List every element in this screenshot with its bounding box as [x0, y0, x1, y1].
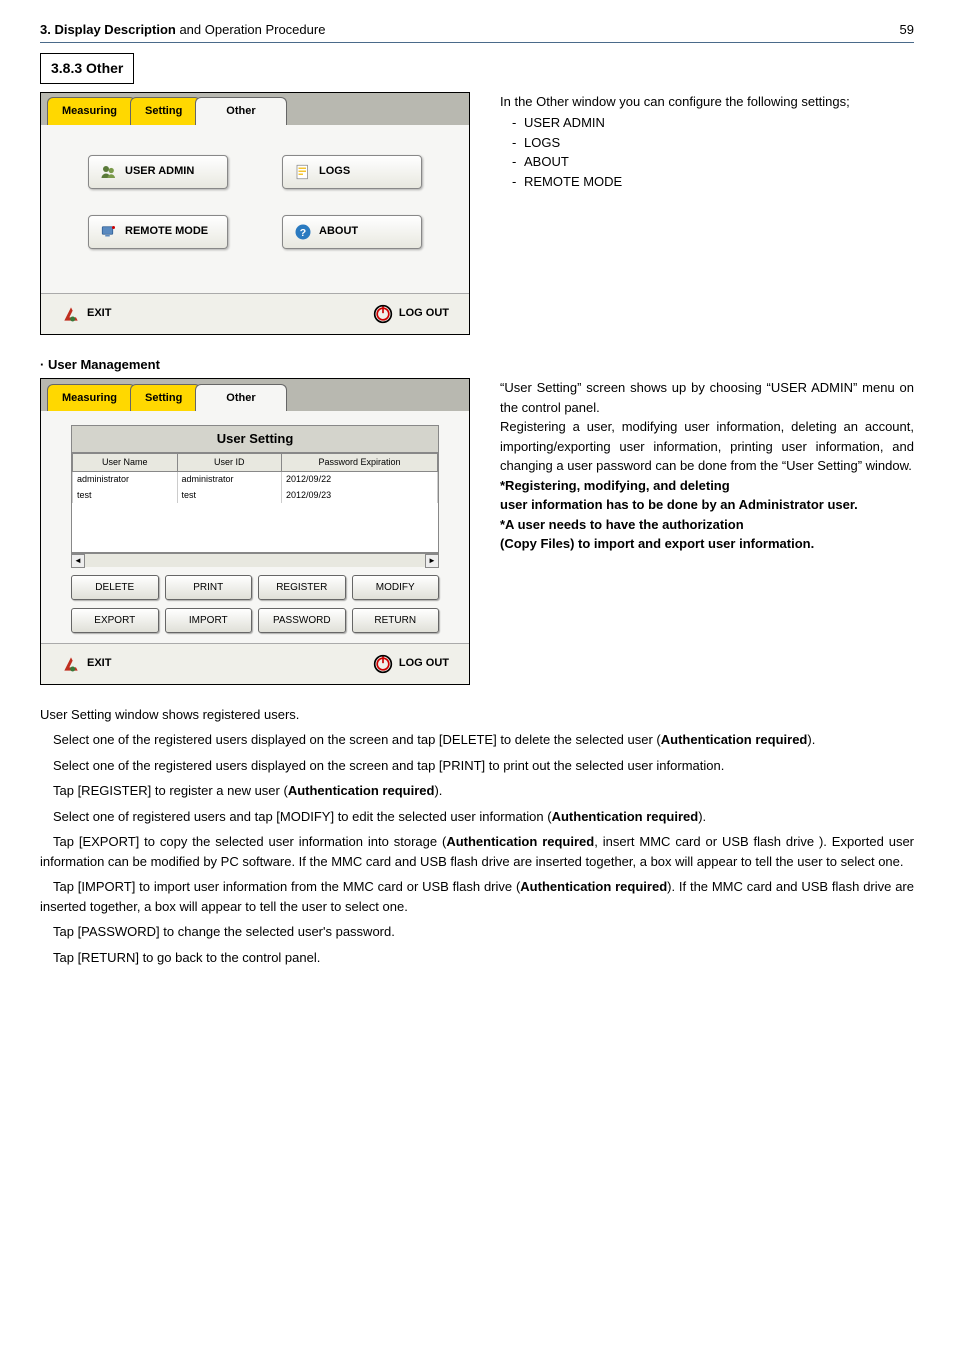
scroll-right-icon[interactable]: ►	[425, 554, 439, 568]
tab-measuring[interactable]: Measuring	[47, 384, 136, 412]
user-table-wrap: User Name User ID Password Expiration ad…	[71, 453, 439, 553]
svg-text:?: ?	[300, 226, 306, 238]
logs-icon	[293, 162, 313, 182]
desc-p2: Registering a user, modifying user infor…	[500, 417, 914, 476]
note-1b: user information has to be done by an Ad…	[500, 495, 914, 515]
tab-other[interactable]: Other	[195, 97, 286, 125]
body-line: Tap [EXPORT] to copy the selected user i…	[40, 832, 914, 871]
tab-setting[interactable]: Setting	[130, 97, 201, 125]
question-icon: ?	[293, 222, 313, 242]
logout-button[interactable]: LOG OUT	[373, 654, 449, 674]
user-setting-title: User Setting	[71, 425, 439, 453]
export-button[interactable]: EXPORT	[71, 608, 159, 633]
user-admin-label: USER ADMIN	[125, 163, 194, 180]
section-label: 3.8.3 Other	[40, 53, 134, 84]
users-icon	[99, 162, 119, 182]
user-admin-button[interactable]: USER ADMIN	[88, 155, 228, 189]
exit-icon	[61, 654, 81, 674]
header-bold: 3. Display Description	[40, 22, 176, 37]
desc-p1: “User Setting” screen shows up by choosi…	[500, 378, 914, 417]
user-setting-panel: Measuring Setting Other User Setting Use…	[40, 378, 470, 685]
logout-label: LOG OUT	[399, 655, 449, 672]
user-table: User Name User ID Password Expiration ad…	[72, 453, 438, 504]
tab-setting[interactable]: Setting	[130, 384, 201, 412]
power-icon	[373, 654, 393, 674]
user-setting-description: “User Setting” screen shows up by choosi…	[500, 378, 914, 685]
exit-label: EXIT	[87, 305, 111, 322]
remote-icon	[99, 222, 119, 242]
other-intro: In the Other window you can configure th…	[500, 92, 914, 112]
password-button[interactable]: PASSWORD	[258, 608, 346, 633]
body-line: Tap [IMPORT] to import user information …	[40, 877, 914, 916]
col-expiration: Password Expiration	[282, 453, 438, 472]
table-row[interactable]: administrator administrator 2012/09/22	[73, 472, 438, 488]
exit-button[interactable]: EXIT	[61, 304, 111, 324]
exit-label: EXIT	[87, 655, 111, 672]
note-2a: *A user needs to have the authorization	[500, 515, 914, 535]
body-line: User Setting window shows registered use…	[40, 705, 914, 725]
remote-mode-label: REMOTE MODE	[125, 223, 208, 240]
tab-measuring[interactable]: Measuring	[47, 97, 136, 125]
print-button[interactable]: PRINT	[165, 575, 253, 600]
other-window-panel: Measuring Setting Other USER ADMIN	[40, 92, 470, 335]
tab-bar: Measuring Setting Other	[41, 93, 469, 125]
body-line: Tap [RETURN] to go back to the control p…	[40, 948, 914, 968]
return-button[interactable]: RETURN	[352, 608, 440, 633]
col-username: User Name	[73, 453, 178, 472]
import-button[interactable]: IMPORT	[165, 608, 253, 633]
settings-list: USER ADMIN LOGS ABOUT REMOTE MODE	[512, 113, 914, 191]
modify-button[interactable]: MODIFY	[352, 575, 440, 600]
tab-other[interactable]: Other	[195, 384, 286, 412]
body-line: Select one of registered users and tap […	[40, 807, 914, 827]
note-2b: (Copy Files) to import and export user i…	[500, 534, 914, 554]
remote-mode-button[interactable]: REMOTE MODE	[88, 215, 228, 249]
scroll-left-icon[interactable]: ◄	[71, 554, 85, 568]
about-button[interactable]: ? ABOUT	[282, 215, 422, 249]
scroll-track[interactable]	[85, 554, 425, 567]
table-row[interactable]: test test 2012/09/23	[73, 488, 438, 504]
page-number: 59	[900, 20, 914, 40]
header-title: 3. Display Description and Operation Pro…	[40, 20, 325, 40]
list-item: ABOUT	[512, 152, 914, 172]
body-line: Tap [PASSWORD] to change the selected us…	[40, 922, 914, 942]
user-management-heading: · User Management	[40, 355, 914, 375]
exit-icon	[61, 304, 81, 324]
list-item: REMOTE MODE	[512, 172, 914, 192]
body-line: Select one of the registered users displ…	[40, 730, 914, 750]
about-label: ABOUT	[319, 223, 358, 240]
horizontal-scrollbar[interactable]: ◄ ►	[71, 553, 439, 567]
other-description: In the Other window you can configure th…	[500, 92, 914, 335]
delete-button[interactable]: DELETE	[71, 575, 159, 600]
power-icon	[373, 304, 393, 324]
body-line: Select one of the registered users displ…	[40, 756, 914, 776]
note-1a: *Registering, modifying, and deleting	[500, 476, 914, 496]
body-text: User Setting window shows registered use…	[40, 705, 914, 968]
logs-button[interactable]: LOGS	[282, 155, 422, 189]
col-userid: User ID	[177, 453, 282, 472]
tab-bar: Measuring Setting Other	[41, 379, 469, 411]
exit-button[interactable]: EXIT	[61, 654, 111, 674]
page-header: 3. Display Description and Operation Pro…	[40, 20, 914, 43]
logout-button[interactable]: LOG OUT	[373, 304, 449, 324]
logs-label: LOGS	[319, 163, 350, 180]
logout-label: LOG OUT	[399, 305, 449, 322]
header-rest: and Operation Procedure	[176, 22, 326, 37]
list-item: LOGS	[512, 133, 914, 153]
body-line: Tap [REGISTER] to register a new user (A…	[40, 781, 914, 801]
list-item: USER ADMIN	[512, 113, 914, 133]
register-button[interactable]: REGISTER	[258, 575, 346, 600]
